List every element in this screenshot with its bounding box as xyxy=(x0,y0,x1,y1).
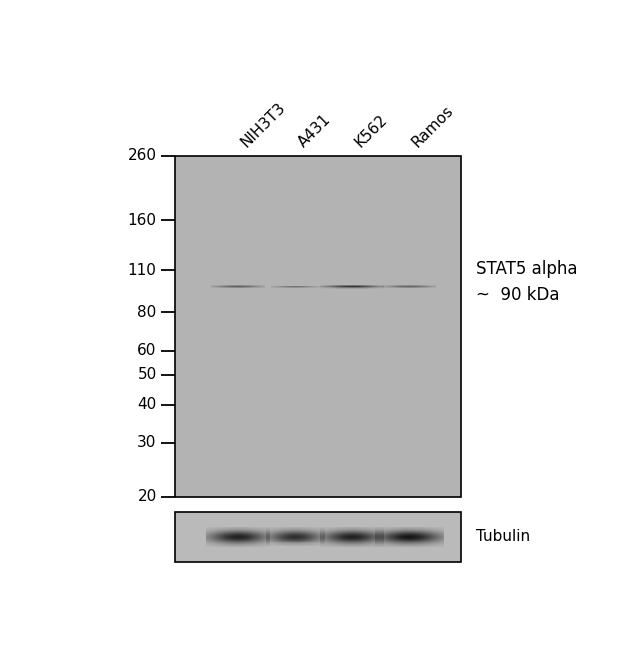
Bar xyxy=(175,512,461,562)
Text: 110: 110 xyxy=(128,262,157,277)
Text: 50: 50 xyxy=(137,367,157,382)
Text: Ramos: Ramos xyxy=(410,102,457,150)
Text: 160: 160 xyxy=(128,213,157,228)
Text: A431: A431 xyxy=(295,111,333,150)
Text: 60: 60 xyxy=(137,343,157,358)
Text: 80: 80 xyxy=(137,305,157,320)
Text: Tubulin: Tubulin xyxy=(476,529,530,544)
Bar xyxy=(175,156,461,497)
Text: 40: 40 xyxy=(137,397,157,412)
Text: 30: 30 xyxy=(137,436,157,450)
Text: 260: 260 xyxy=(128,148,157,163)
Text: STAT5 alpha
~  90 kDa: STAT5 alpha ~ 90 kDa xyxy=(476,260,577,304)
Text: 20: 20 xyxy=(137,489,157,504)
Text: NIH3T3: NIH3T3 xyxy=(238,100,288,150)
Text: K562: K562 xyxy=(352,111,391,150)
